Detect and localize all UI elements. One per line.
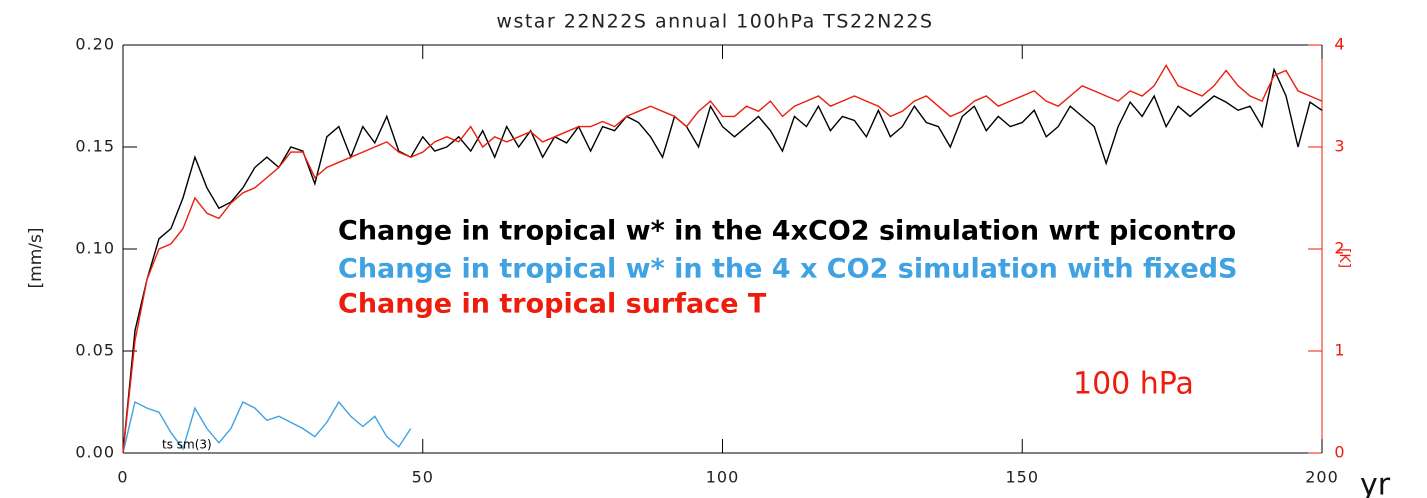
y2-tick-label: 3 bbox=[1334, 137, 1345, 156]
x-tick-label: 50 bbox=[412, 468, 434, 487]
y2-axis-label: [K] bbox=[1336, 248, 1352, 268]
y-tick-label: 0.00 bbox=[75, 443, 115, 462]
y-axis-label: [mm/s] bbox=[26, 228, 46, 289]
annotation: 100 hPa bbox=[1073, 367, 1194, 402]
series-line bbox=[122, 67, 1323, 454]
x-tick-label: 150 bbox=[1005, 468, 1039, 487]
legend-entry: Change in tropical w* in the 4 x CO2 sim… bbox=[338, 254, 1238, 285]
x-tick-label: 0 bbox=[117, 468, 128, 487]
y-tick-label: 0.20 bbox=[75, 35, 115, 54]
legend-entry: Change in tropical w* in the 4xCO2 simul… bbox=[338, 216, 1236, 247]
series-line bbox=[122, 64, 1323, 454]
y2-tick-label: 2 bbox=[1334, 239, 1345, 258]
chart-title: wstar 22N22S annual 100hPa TS22N22S bbox=[496, 11, 933, 33]
series-line bbox=[122, 400, 412, 454]
y-tick-label: 0.15 bbox=[75, 137, 115, 156]
x-axis-label: yr bbox=[1360, 468, 1391, 498]
y-tick-label: 0.05 bbox=[75, 341, 115, 360]
y2-tick-label: 1 bbox=[1334, 341, 1345, 360]
annotation: ts sm(3) bbox=[162, 438, 212, 452]
y2-tick-label: 4 bbox=[1334, 35, 1345, 54]
x-tick-label: 100 bbox=[706, 468, 740, 487]
x-tick-label: 200 bbox=[1305, 468, 1339, 487]
legend-entry: Change in tropical surface T bbox=[338, 289, 767, 320]
y2-tick-label: 0 bbox=[1334, 443, 1345, 462]
y-tick-label: 0.10 bbox=[75, 239, 115, 258]
